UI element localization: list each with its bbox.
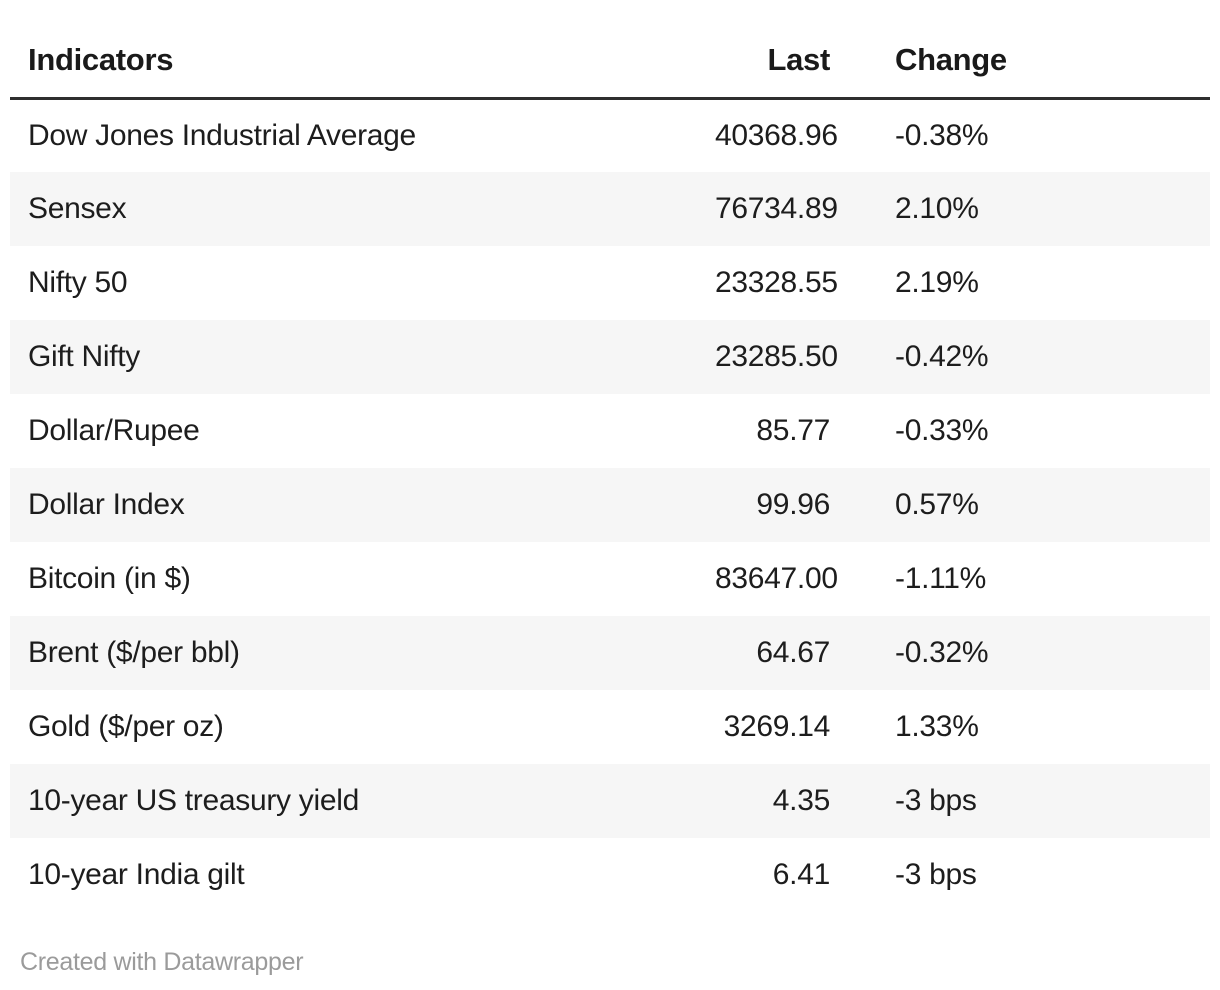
table-row: Sensex 76734.89 2.10%	[10, 172, 1210, 246]
last-cell: 23285.50	[715, 340, 838, 373]
table-row: Dow Jones Industrial Average 40368.96 -0…	[10, 98, 1210, 172]
indicator-cell: Sensex	[28, 192, 127, 225]
change-cell: -0.38%	[895, 118, 989, 152]
table-row: Dollar Index 99.96 0.57%	[10, 468, 1210, 542]
column-header-change: Change	[830, 24, 1210, 100]
column-header-indicators: Indicators	[10, 24, 715, 100]
indicator-cell: Dollar Index	[28, 488, 185, 521]
last-cell: 6.41	[772, 858, 831, 891]
indicator-cell: Gift Nifty	[28, 340, 141, 373]
last-cell: 3269.14	[723, 710, 831, 743]
change-cell: 1.33%	[895, 710, 979, 743]
last-cell: 76734.89	[715, 192, 838, 225]
table-row: 10-year US treasury yield 4.35 -3 bps	[10, 764, 1210, 838]
last-cell: 99.96	[756, 488, 830, 521]
table-row: Brent ($/per bbl) 64.67 -0.32%	[10, 616, 1210, 690]
indicators-table: Indicators Last Change Dow Jones Industr…	[10, 24, 1210, 912]
indicator-cell: Gold ($/per oz)	[28, 710, 224, 743]
change-cell: -3 bps	[895, 858, 977, 891]
header-row: Indicators Last Change	[10, 24, 1210, 100]
indicator-cell: Dollar/Rupee	[28, 414, 200, 447]
table-row: Nifty 50 23328.55 2.19%	[10, 246, 1210, 320]
last-cell: 64.67	[756, 636, 830, 669]
table-header: Indicators Last Change	[10, 24, 1210, 100]
last-cell: 85.77	[756, 414, 830, 447]
change-cell: -0.42%	[895, 340, 989, 373]
indicator-cell: Brent ($/per bbl)	[28, 636, 240, 669]
change-cell: -0.33%	[895, 414, 989, 447]
change-cell: 0.57%	[895, 488, 979, 521]
last-cell: 83647.00	[715, 562, 838, 595]
table-body: Dow Jones Industrial Average 40368.96 -0…	[10, 98, 1210, 912]
table-row: Dollar/Rupee 85.77 -0.33%	[10, 394, 1210, 468]
datawrapper-credit-link[interactable]: Created with Datawrapper	[20, 948, 304, 976]
indicator-cell: 10-year US treasury yield	[28, 784, 359, 817]
last-cell: 4.35	[772, 784, 831, 817]
indicator-cell: Nifty 50	[28, 266, 128, 299]
indicator-cell: 10-year India gilt	[28, 858, 245, 891]
column-header-last: Last	[715, 24, 830, 100]
change-cell: 2.10%	[895, 192, 979, 225]
change-cell: -1.11%	[895, 562, 987, 595]
indicator-cell: Dow Jones Industrial Average	[28, 118, 416, 152]
table-row: 10-year India gilt 6.41 -3 bps	[10, 838, 1210, 912]
change-cell: 2.19%	[895, 266, 979, 299]
table-row: Gift Nifty 23285.50 -0.42%	[10, 320, 1210, 394]
table-row: Gold ($/per oz) 3269.14 1.33%	[10, 690, 1210, 764]
change-cell: -3 bps	[895, 784, 977, 817]
table-row: Bitcoin (in $) 83647.00 -1.11%	[10, 542, 1210, 616]
last-cell: 23328.55	[715, 266, 838, 299]
last-cell: 40368.96	[715, 118, 838, 152]
indicator-cell: Bitcoin (in $)	[28, 562, 191, 595]
change-cell: -0.32%	[895, 636, 989, 669]
